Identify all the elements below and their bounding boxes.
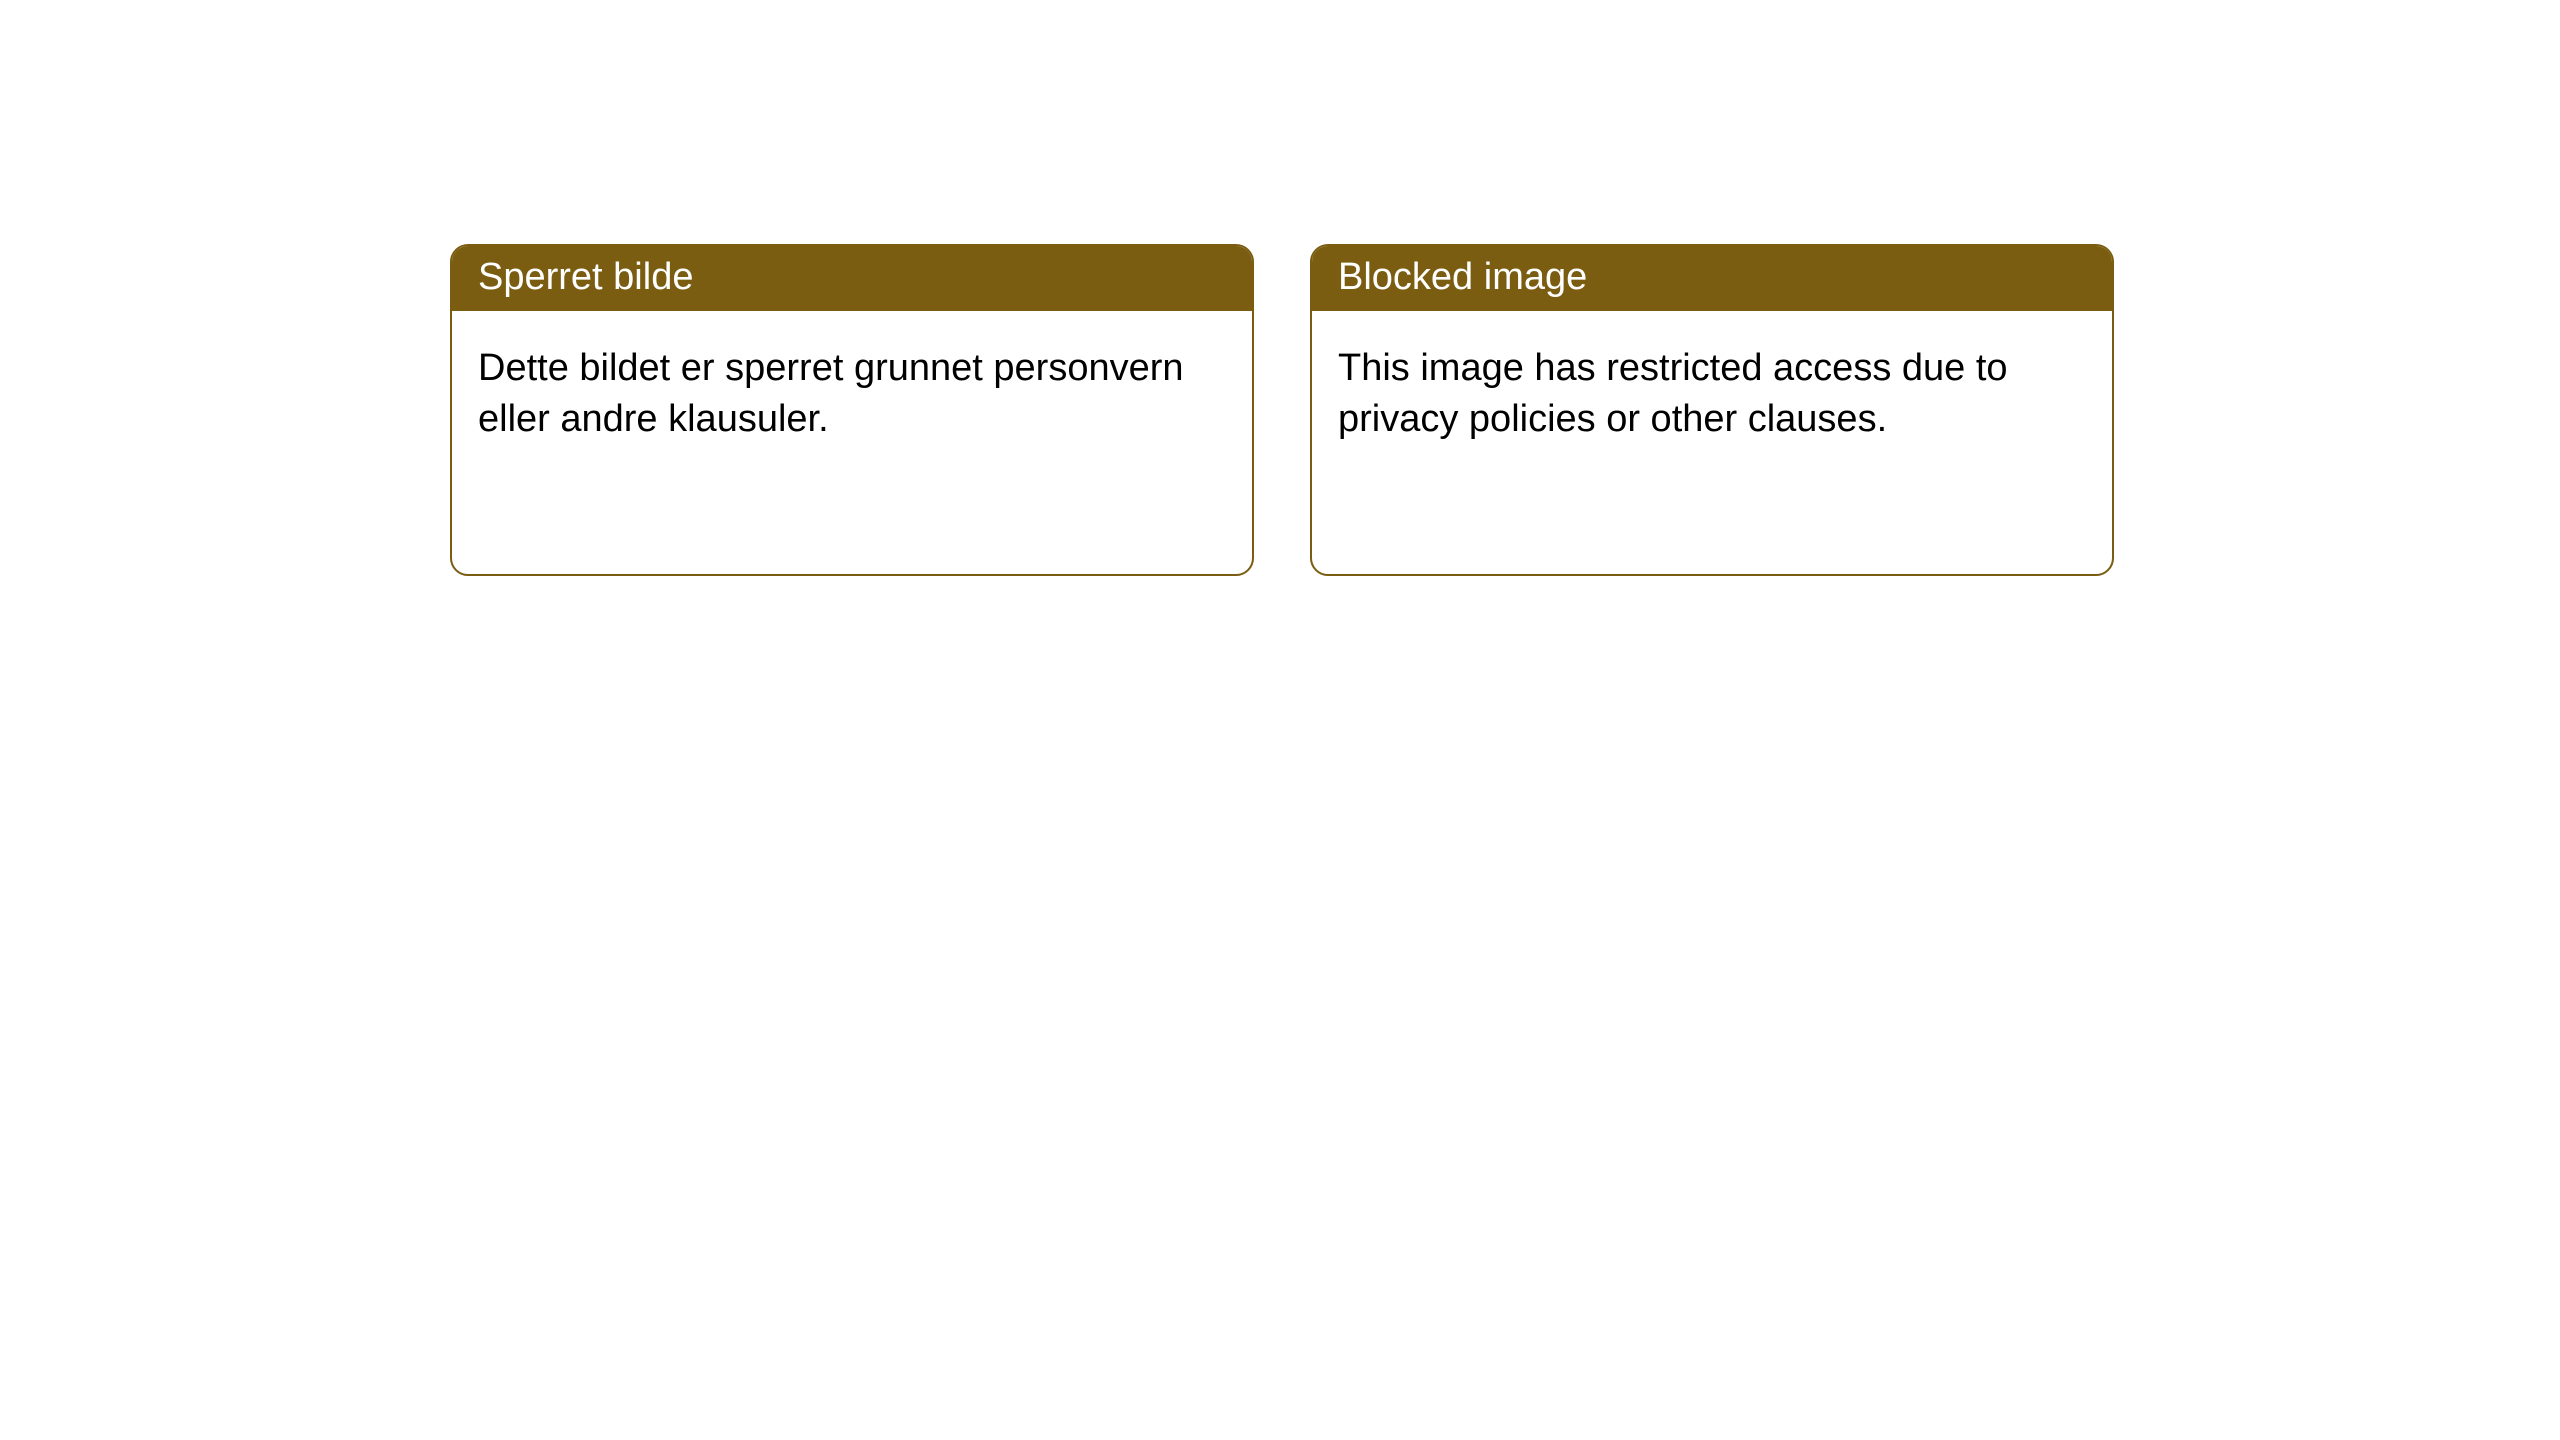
- notice-card-english: Blocked image This image has restricted …: [1310, 244, 2114, 576]
- notice-header: Sperret bilde: [452, 246, 1252, 311]
- notice-body: Dette bildet er sperret grunnet personve…: [452, 311, 1252, 478]
- notice-container: Sperret bilde Dette bildet er sperret gr…: [0, 0, 2560, 576]
- notice-card-norwegian: Sperret bilde Dette bildet er sperret gr…: [450, 244, 1254, 576]
- notice-body: This image has restricted access due to …: [1312, 311, 2112, 478]
- notice-header: Blocked image: [1312, 246, 2112, 311]
